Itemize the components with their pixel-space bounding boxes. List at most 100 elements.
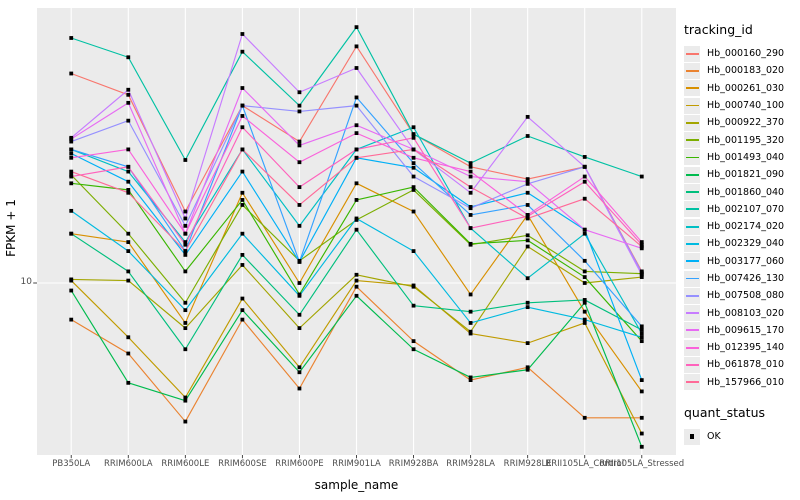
data-point [411,147,416,152]
data-point [126,190,131,195]
data-point [525,177,530,182]
legend-item-label: Hb_000261_030 [707,82,785,94]
data-point [411,185,416,190]
data-point [126,92,131,97]
data-point [582,179,587,184]
legend-key [684,270,700,287]
legend-item-label: Hb_001860_040 [707,186,785,198]
data-point [69,137,74,141]
legend-item: Hb_002329_040 [684,235,798,252]
legend-item-label: Hb_002174_020 [707,221,785,233]
data-point [240,231,245,236]
legend-key [684,166,700,183]
data-point [126,335,131,340]
data-point [468,164,473,169]
line-swatch-icon [685,364,699,366]
data-point [525,114,530,119]
line-swatch-icon [685,121,699,124]
data-point [240,86,245,90]
line-swatch-icon [685,312,699,314]
legend-item: Hb_000740_100 [684,97,798,114]
legend-item-ok: OK [684,428,798,445]
data-point [126,100,131,105]
line-swatch-icon [685,329,699,332]
data-point [525,179,530,184]
data-point [525,190,530,195]
line-swatch-icon [685,243,699,245]
data-point [468,161,473,166]
data-point [639,431,644,436]
legend-item: Hb_000922_370 [684,114,798,131]
data-point [69,139,74,144]
data-point [525,214,530,219]
data-point [411,303,416,308]
data-point [582,298,587,302]
data-point [183,231,188,236]
data-point [354,278,359,283]
data-point [354,181,359,186]
data-point [240,147,245,152]
data-point [354,95,359,100]
y-axis-title: FPKM + 1 [4,199,18,257]
data-point [582,321,587,325]
data-point [582,300,587,305]
legend-item: Hb_000160_290 [684,45,798,62]
line-swatch-icon [685,225,699,228]
data-point [639,240,644,244]
data-point [354,66,359,70]
line-swatch-icon [685,191,699,193]
data-point [525,244,530,249]
legend-item-label: Hb_008103_020 [707,307,785,319]
x-tick-label: RRIM600LE [161,459,210,469]
legend-item: Hb_001493_040 [684,149,798,166]
data-point [126,249,131,253]
data-point [582,275,587,279]
data-point [411,339,416,344]
legend-item: Hb_001860_040 [684,183,798,201]
data-point [183,158,188,162]
data-point [240,252,245,257]
legend-key [684,235,700,252]
data-point [639,270,644,275]
data-point [183,347,188,352]
data-point [297,312,302,317]
data-point [183,252,188,257]
line-swatch-icon [685,156,699,159]
data-point [354,131,359,136]
data-point [639,244,644,249]
legend-item-label: Hb_007426_130 [707,273,785,284]
data-point [69,317,74,322]
data-point [525,181,530,186]
data-point [183,419,188,424]
data-point [126,188,131,192]
data-point [183,321,188,325]
x-tick-label: RRIM600SE [218,459,267,469]
legend-key [684,62,700,79]
data-point [297,326,302,331]
data-point [297,90,302,95]
data-point [297,365,302,370]
data-point [525,367,530,372]
data-point [468,329,473,334]
data-point [126,87,131,92]
data-point [240,49,245,54]
data-point [240,32,245,36]
data-point [297,203,302,207]
legend-item-label: Hb_001493_040 [707,151,785,163]
data-point [354,155,359,160]
legend-item: Hb_009615_170 [684,322,798,339]
data-point [240,203,245,207]
data-point [411,155,416,160]
data-point [126,380,131,385]
data-point [126,269,131,274]
data-point [582,309,587,314]
data-point [297,103,302,108]
data-point [468,241,473,246]
data-point [297,160,302,165]
data-point [69,208,74,213]
line-swatch-icon [685,52,699,55]
legend-item-label: Hb_007508_080 [707,290,785,302]
legend-item: Hb_000183_020 [684,62,798,79]
data-point [525,216,530,221]
data-point [525,305,530,310]
